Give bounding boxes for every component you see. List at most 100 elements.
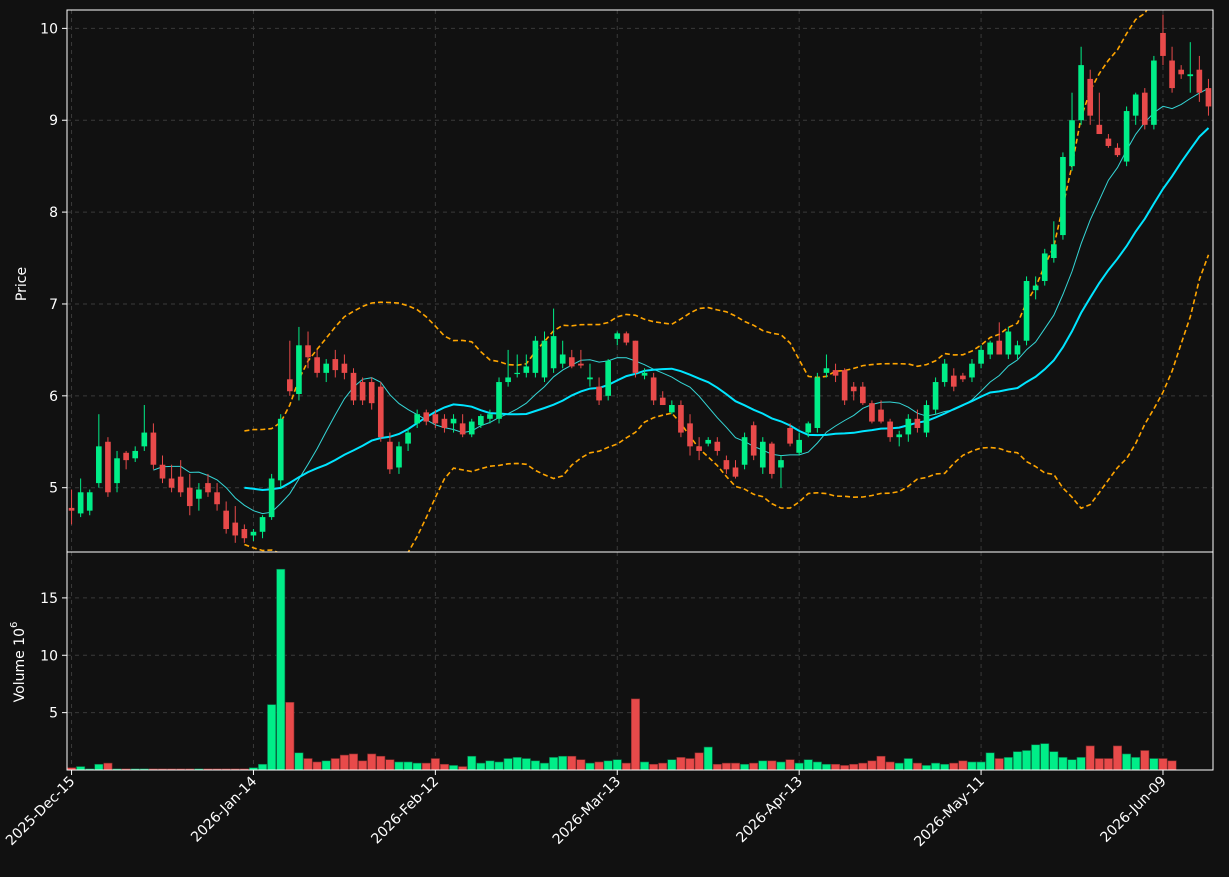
volume-bar [394, 761, 404, 771]
volume-bar [339, 754, 349, 771]
volume-bar [658, 762, 668, 771]
candle-body [823, 368, 830, 373]
volume-bar [330, 758, 340, 771]
candle-body [177, 476, 184, 493]
candle-body [1060, 156, 1066, 236]
candle-body [450, 418, 457, 424]
candle-body [1096, 124, 1103, 135]
volume-bar [430, 758, 440, 771]
candle-body [741, 437, 748, 465]
volume-bar [931, 762, 941, 771]
candle-body [532, 340, 539, 373]
volume-bar [549, 757, 559, 771]
candle-body [632, 340, 639, 373]
candle-body [841, 370, 848, 401]
candle-body [750, 425, 757, 456]
candle-body [359, 382, 366, 401]
volume-axis-label-text: Volume 10 [12, 628, 28, 702]
volume-bar [667, 759, 677, 771]
volume-bar [449, 765, 459, 771]
volume-tick-label: 5 [49, 706, 58, 722]
candle-body [659, 397, 666, 406]
candle-body [850, 386, 857, 392]
volume-bar [412, 762, 422, 771]
candle-body [159, 464, 166, 479]
candle-body [405, 432, 411, 444]
candle-body [796, 439, 802, 453]
price-tick-label: 10 [40, 21, 58, 37]
candle-body [1205, 88, 1212, 107]
candle-body [559, 354, 566, 364]
volume-bar [612, 759, 622, 771]
candle-body [350, 372, 357, 401]
candle-body [614, 333, 621, 339]
price-tick-label: 7 [49, 297, 58, 313]
candle-body [905, 418, 912, 435]
candle-body [1114, 147, 1121, 156]
volume-bar [776, 761, 786, 771]
price-axis-label: Price [14, 267, 30, 301]
candle-body [623, 333, 630, 343]
volume-bar [994, 758, 1004, 771]
candles [68, 14, 1212, 543]
price-grid [67, 10, 1213, 552]
volume-bar [676, 757, 686, 771]
volume-bar [758, 760, 768, 771]
volume-bar [467, 755, 477, 771]
candle-body [568, 357, 575, 367]
volume-bar [267, 704, 277, 771]
volume-bar [840, 765, 850, 771]
candle-body [723, 460, 730, 470]
volume-bar [103, 762, 113, 771]
volume-bar [1058, 757, 1068, 771]
volume-bar [458, 766, 468, 771]
volume-bar [530, 760, 540, 771]
fast-moving-average-line [153, 87, 1209, 515]
volume-bar [1149, 758, 1159, 771]
volume-bar [1085, 745, 1095, 771]
candle-body [514, 372, 521, 375]
volume-bar [731, 762, 740, 771]
candle-body [1014, 345, 1021, 355]
candle-body [132, 450, 139, 459]
price-tick-label: 6 [49, 389, 58, 405]
volume-bar [740, 763, 750, 771]
volume-bar [1131, 757, 1141, 771]
volume-bar [1122, 753, 1132, 771]
candle-body [887, 421, 893, 438]
volume-bar [630, 698, 640, 771]
volume-grid [67, 552, 1213, 770]
candle-body [1123, 111, 1130, 162]
volume-bars [67, 568, 1177, 771]
candle-body [1160, 32, 1166, 56]
price-tick-label: 8 [49, 205, 58, 221]
candle-body [341, 363, 348, 373]
volume-bar [1140, 750, 1150, 771]
candle-body [141, 432, 148, 447]
volume-bar [803, 759, 813, 771]
candle-body [1132, 94, 1139, 116]
volume-bar [558, 755, 568, 771]
volume-bar [258, 763, 268, 771]
candle-body [996, 340, 1003, 355]
volume-bar [1067, 759, 1077, 771]
candle-body [505, 377, 511, 383]
candle-body [1141, 92, 1148, 125]
candle-body [168, 478, 175, 488]
candle-body [714, 441, 721, 451]
price-tick-label: 5 [49, 481, 58, 497]
volume-bar [376, 755, 386, 771]
lower-band-line [244, 254, 1210, 552]
volume-bar [967, 761, 977, 771]
volume-bar [567, 755, 577, 771]
candle-body [759, 441, 766, 468]
candle-body [368, 382, 375, 404]
candle-body [1041, 253, 1048, 281]
volume-bar [685, 758, 695, 771]
candle-body [778, 460, 784, 468]
volume-tick-label: 15 [40, 591, 58, 607]
volume-bar [403, 761, 413, 771]
volume-bar [831, 763, 841, 771]
volume-bar [521, 758, 531, 771]
